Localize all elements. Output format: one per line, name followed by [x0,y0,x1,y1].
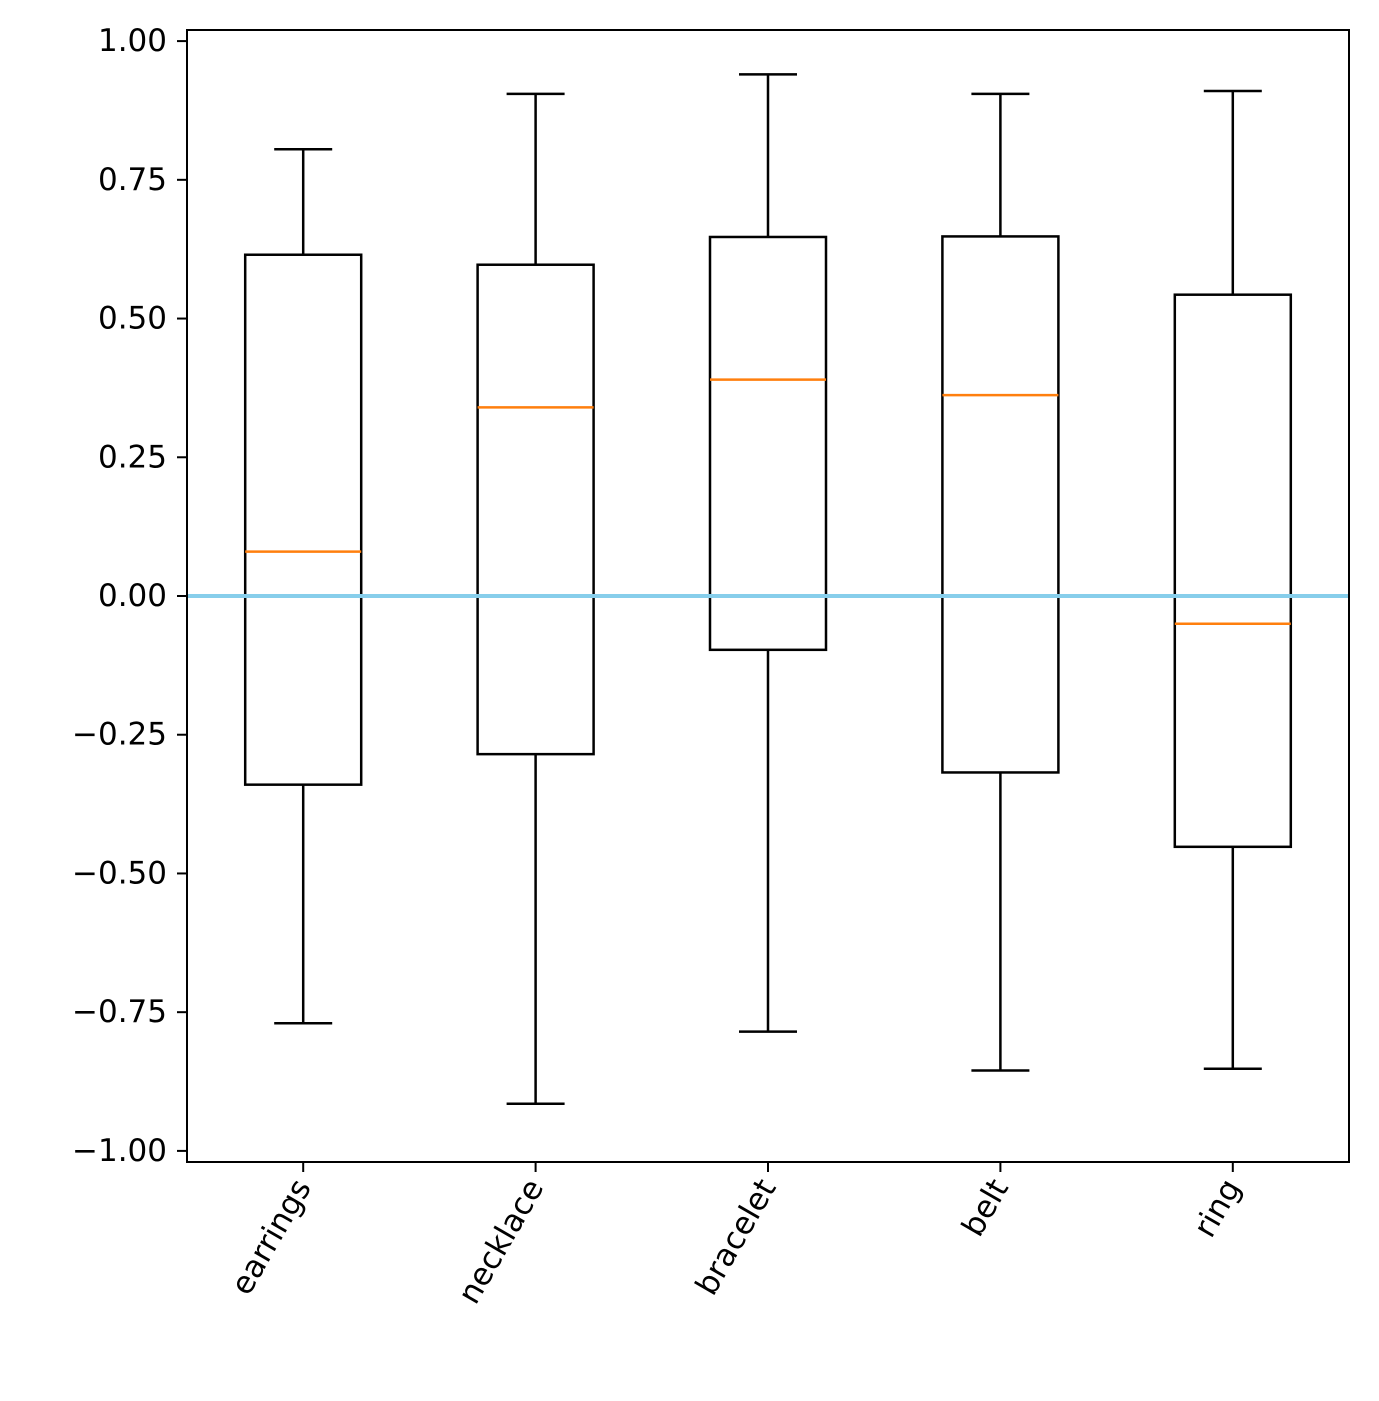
box-ring [1173,293,1293,849]
box-necklace [476,263,595,756]
y-tick-label: −0.25 [72,717,167,753]
box-bracelet [708,235,828,652]
y-tick-label: 1.00 [98,23,167,59]
y-tick-label: 0.75 [98,162,167,198]
y-tick-label: 0.50 [98,301,167,337]
y-tick-label: 0.25 [98,439,167,475]
y-tick-label: −0.50 [72,855,167,891]
y-tick-label: −0.75 [72,994,167,1030]
y-tick-label: −1.00 [72,1133,167,1169]
y-tick-label: 0.00 [98,578,167,614]
box-belt [941,235,1060,774]
box-earrings [243,253,363,786]
